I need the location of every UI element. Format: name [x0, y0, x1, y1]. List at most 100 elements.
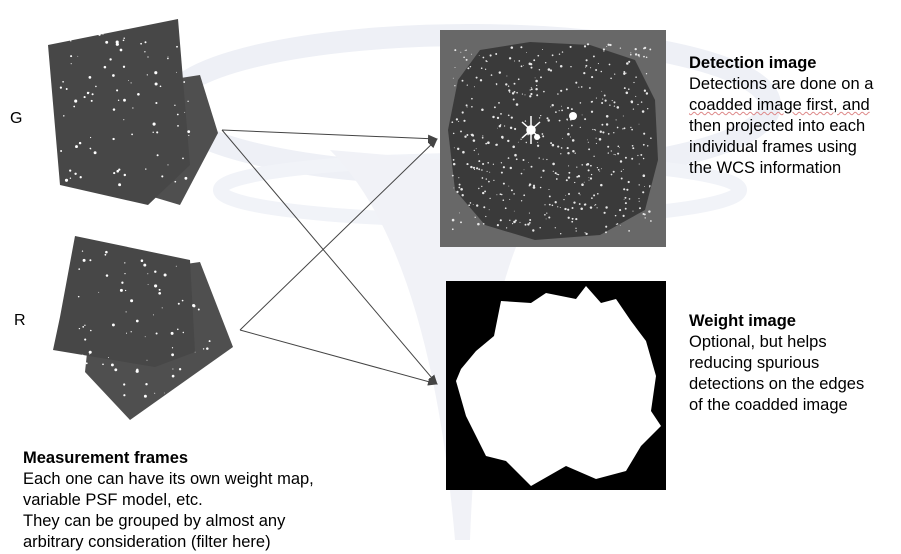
star-dot	[461, 79, 464, 82]
star-dot	[575, 230, 577, 232]
star-dot	[143, 263, 147, 267]
star-dot	[125, 311, 127, 313]
star-dot	[578, 86, 580, 88]
star-dot	[130, 299, 134, 303]
detection-line: individual frames using	[689, 138, 857, 156]
star-dot	[557, 206, 559, 208]
star-dot	[572, 149, 575, 153]
star-dot	[171, 347, 174, 349]
star-dot	[530, 88, 533, 91]
star-dot	[574, 152, 576, 154]
star-dot	[154, 284, 158, 288]
star-dot	[643, 55, 645, 58]
star-dot	[552, 170, 554, 172]
star-dot	[540, 176, 542, 178]
star-dot	[512, 98, 515, 101]
weight-line: of the coadded image	[689, 396, 848, 414]
star-dot	[82, 326, 85, 328]
star-dot	[595, 129, 597, 131]
star-dot	[187, 130, 191, 133]
star-dot	[510, 189, 513, 192]
star-dot	[128, 79, 130, 81]
star-dot	[589, 177, 593, 180]
star-dot	[502, 166, 506, 169]
star-dot	[77, 295, 80, 298]
star-dot	[460, 130, 462, 133]
star-dot	[88, 91, 90, 93]
star-dot	[590, 164, 592, 167]
star-dot	[83, 96, 86, 99]
star-dot	[602, 98, 604, 100]
star-dot	[566, 147, 569, 150]
star-dot	[481, 169, 483, 171]
star-dot	[477, 153, 479, 155]
star-dot	[546, 212, 548, 214]
star-dot	[192, 303, 196, 308]
star-dot	[571, 217, 574, 220]
star-dot	[639, 207, 641, 210]
star-dot	[452, 162, 456, 166]
star-dot	[633, 81, 635, 84]
star-dot	[548, 216, 551, 219]
star-dot	[546, 158, 548, 161]
star-dot	[497, 127, 498, 129]
star-dot	[596, 192, 599, 195]
star-dot	[628, 198, 631, 200]
star-dot	[520, 65, 523, 68]
star-dot	[119, 288, 123, 292]
star-dot	[481, 136, 484, 139]
star-dot	[554, 172, 557, 175]
star-dot	[88, 76, 92, 79]
star-dot	[557, 93, 559, 95]
star-dot	[181, 299, 184, 302]
star-dot	[601, 90, 603, 92]
star-dot	[517, 141, 519, 143]
star-dot	[647, 108, 649, 110]
star-dot	[622, 214, 625, 217]
measurement-line: They can be grouped by almost any	[23, 512, 286, 530]
star-dot	[471, 106, 473, 108]
star-dot	[637, 54, 640, 57]
star-dot	[482, 56, 485, 59]
star-dot	[74, 99, 78, 103]
star-dot	[536, 84, 538, 87]
star-dot	[603, 94, 606, 97]
star-dot	[207, 277, 209, 279]
star-dot	[124, 289, 127, 292]
star-dot	[474, 216, 476, 219]
star-dot	[130, 331, 132, 333]
star-dot	[603, 50, 605, 52]
star-dot	[98, 291, 100, 293]
star-dot	[525, 141, 528, 144]
star-dot	[73, 105, 76, 108]
star-dot	[605, 206, 608, 209]
star-dot	[499, 124, 502, 126]
star-dot	[62, 80, 64, 83]
star-dot	[535, 79, 538, 83]
star-dot	[529, 219, 532, 221]
star-dot	[630, 100, 634, 103]
star-dot	[465, 104, 468, 107]
detection-image	[440, 30, 666, 247]
star-dot	[78, 141, 82, 145]
star-dot	[473, 149, 475, 152]
star-dot	[140, 259, 144, 262]
weight-line: reducing spurious	[689, 354, 820, 372]
star-dot	[624, 207, 627, 210]
star-dot	[492, 163, 495, 165]
star-dot	[123, 37, 125, 40]
star-dot	[605, 115, 609, 118]
star-dot	[451, 228, 454, 231]
star-dot	[528, 222, 531, 224]
star-dot	[184, 111, 186, 113]
star-dot	[607, 133, 610, 135]
star-dot	[460, 221, 462, 224]
star-dot	[175, 265, 177, 267]
star-dot	[600, 168, 602, 170]
star-dot	[177, 252, 180, 254]
star-dot	[498, 102, 500, 104]
star-dot	[649, 48, 652, 51]
star-dot	[176, 45, 178, 48]
star-dot	[642, 143, 645, 146]
star-dot	[452, 77, 454, 79]
